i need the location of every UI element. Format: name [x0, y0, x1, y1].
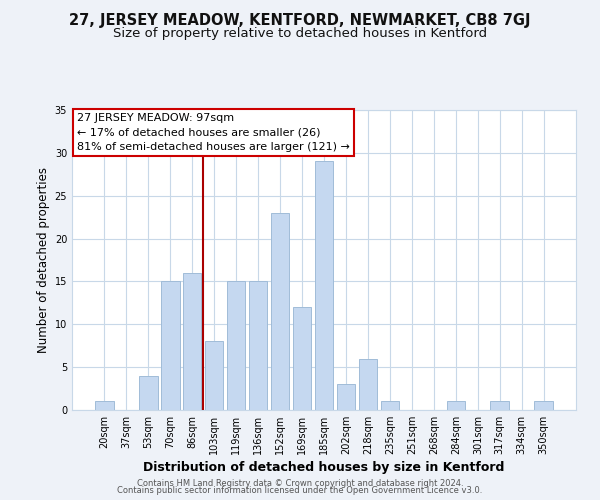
Bar [293, 307, 311, 410]
Bar [249, 282, 268, 410]
Bar [205, 342, 223, 410]
Bar [139, 376, 158, 410]
Text: Contains public sector information licensed under the Open Government Licence v3: Contains public sector information licen… [118, 486, 482, 495]
Y-axis label: Number of detached properties: Number of detached properties [37, 167, 50, 353]
Text: 27 JERSEY MEADOW: 97sqm
← 17% of detached houses are smaller (26)
81% of semi-de: 27 JERSEY MEADOW: 97sqm ← 17% of detache… [77, 113, 350, 152]
Text: Contains HM Land Registry data © Crown copyright and database right 2024.: Contains HM Land Registry data © Crown c… [137, 478, 463, 488]
Bar [446, 402, 465, 410]
Bar [359, 358, 377, 410]
Text: Size of property relative to detached houses in Kentford: Size of property relative to detached ho… [113, 28, 487, 40]
Bar [271, 213, 289, 410]
Bar [227, 282, 245, 410]
Bar [535, 402, 553, 410]
Bar [490, 402, 509, 410]
Bar [337, 384, 355, 410]
Bar [314, 162, 334, 410]
X-axis label: Distribution of detached houses by size in Kentford: Distribution of detached houses by size … [143, 461, 505, 474]
Bar [380, 402, 399, 410]
Bar [161, 282, 179, 410]
Text: 27, JERSEY MEADOW, KENTFORD, NEWMARKET, CB8 7GJ: 27, JERSEY MEADOW, KENTFORD, NEWMARKET, … [69, 12, 531, 28]
Bar [95, 402, 113, 410]
Bar [183, 273, 202, 410]
